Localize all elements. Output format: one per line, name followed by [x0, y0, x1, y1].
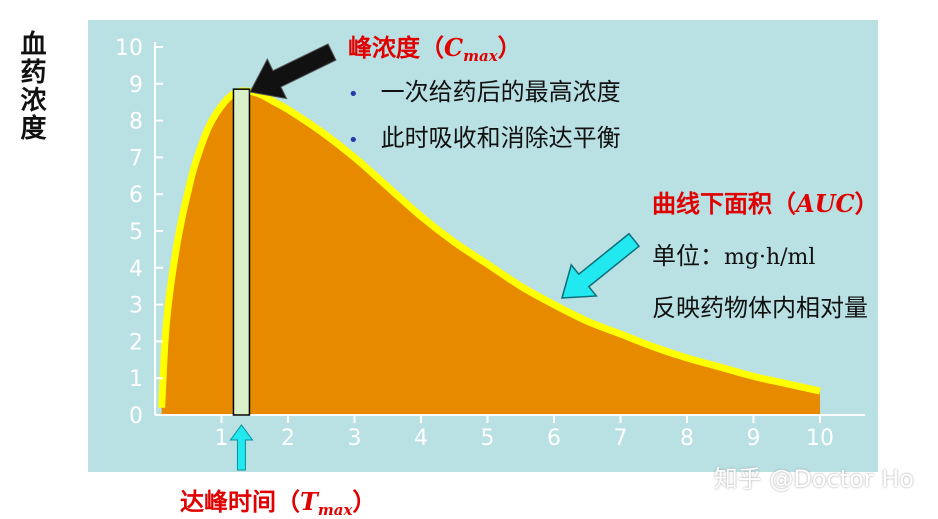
auc-unit-label: 单位：: [652, 242, 724, 270]
tmax-subscript: max: [317, 501, 353, 519]
tmax-close: ）: [352, 488, 377, 516]
y-tick-label: 1: [129, 367, 143, 392]
x-tick-label: 6: [547, 426, 561, 451]
tmax-symbol: T: [300, 487, 318, 516]
bullet-icon: •: [348, 130, 359, 151]
y-tick-label: 8: [129, 110, 143, 135]
y-tick-label: 4: [129, 257, 143, 282]
y-tick-label: 9: [129, 73, 143, 98]
cmax-subscript: max: [463, 47, 498, 65]
cmax-close: ）: [497, 34, 522, 62]
auc-area: [161, 90, 820, 415]
auc-title: 曲线下面积（AUC）: [652, 184, 879, 219]
cmax-point-1-text: 一次给药后的最高浓度: [380, 78, 621, 106]
y-tick-label: 5: [129, 220, 143, 245]
auc-arrow-icon: [560, 232, 641, 299]
cmax-title: 峰浓度（Cmax）: [348, 28, 522, 65]
x-tick-label: 2: [281, 426, 295, 451]
concentration-curve: [158, 87, 821, 408]
y-tick-label: 0: [129, 404, 143, 429]
x-tick-label: 9: [747, 426, 761, 451]
tmax-title-text: 达峰时间（: [180, 488, 300, 516]
cmax-point-1: • 一次给药后的最高浓度: [348, 72, 621, 107]
y-tick-label: 10: [115, 36, 143, 61]
x-tick-label: 8: [680, 426, 694, 451]
bullet-icon: •: [348, 84, 359, 105]
y-tick-label: 2: [129, 330, 143, 355]
x-tick-label: 10: [806, 426, 834, 451]
cmax-arrow-icon: [249, 43, 337, 100]
cmax-symbol: C: [444, 33, 464, 62]
y-tick-label: 6: [129, 183, 143, 208]
auc-title-text: 曲线下面积（: [652, 190, 796, 218]
y-axis-label: 血药浓度: [16, 30, 46, 142]
cmax-title-text: 峰浓度（: [348, 34, 444, 62]
tmax-bar: [232, 88, 251, 416]
x-tick-label: 3: [348, 426, 362, 451]
x-tick-label: 7: [614, 426, 628, 451]
cmax-point-2-text: 此时吸收和消除达平衡: [380, 124, 621, 152]
y-tick-label: 3: [129, 294, 143, 319]
tmax-title: 达峰时间（Tmax）: [180, 482, 376, 519]
x-tick-label: 4: [414, 426, 428, 451]
auc-symbol: AUC: [796, 189, 855, 218]
auc-unit-value: mg·h/ml: [724, 245, 816, 270]
x-tick-label: 5: [481, 426, 495, 451]
auc-close: ）: [854, 190, 879, 218]
watermark: 知乎 @Doctor Ho: [713, 465, 914, 493]
auc-unit: 单位：mg·h/ml: [652, 236, 815, 271]
auc-description: 反映药物体内相对量: [652, 294, 868, 322]
cmax-point-2: • 此时吸收和消除达平衡: [348, 118, 621, 153]
tmax-arrow-icon: [229, 424, 254, 471]
y-tick-label: 7: [129, 146, 143, 171]
x-tick-label: 1: [215, 426, 229, 451]
